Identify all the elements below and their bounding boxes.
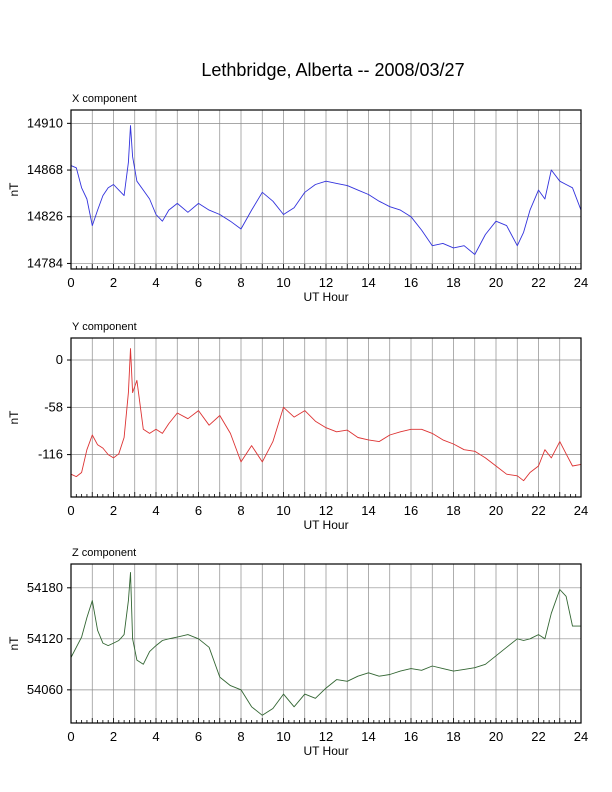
x-tick-label: 16 [404, 275, 418, 290]
x-tick-label: 16 [404, 729, 418, 744]
x-axis-label: UT Hour [303, 290, 348, 304]
x-tick-label: 20 [489, 275, 503, 290]
x-tick-label: 0 [67, 503, 74, 518]
y-tick-label: 0 [56, 352, 63, 367]
x-tick-label: 4 [152, 503, 159, 518]
y-tick-label: 54060 [27, 682, 63, 697]
panel-title: X component [72, 93, 137, 105]
x-tick-label: 2 [110, 729, 117, 744]
x-tick-label: 0 [67, 729, 74, 744]
y-tick-label: 14910 [27, 115, 63, 130]
x-tick-label: 20 [489, 503, 503, 518]
x-tick-label: 14 [361, 729, 375, 744]
x-tick-label: 10 [276, 503, 290, 518]
series-line [70, 125, 582, 255]
x-tick-label: 12 [319, 503, 333, 518]
x-tick-label: 18 [446, 503, 460, 518]
x-tick-label: 14 [361, 503, 375, 518]
x-tick-label: 2 [110, 503, 117, 518]
y-axis-label: nT [7, 636, 21, 651]
x-tick-label: 24 [574, 503, 588, 518]
x-tick-label: 18 [446, 729, 460, 744]
series-line [70, 572, 581, 716]
y-tick-label: 14868 [27, 162, 63, 177]
chart-title: Lethbridge, Alberta -- 2008/03/27 [201, 60, 464, 80]
panel-title: Y component [72, 321, 137, 333]
y-tick-label: 14826 [27, 209, 63, 224]
y-tick-label: -58 [44, 399, 63, 414]
y-axis-label: nT [7, 410, 21, 425]
x-axis-label: UT Hour [303, 518, 348, 532]
panel-title: Z component [72, 547, 136, 559]
x-tick-label: 10 [276, 729, 290, 744]
x-tick-label: 8 [237, 503, 244, 518]
y-tick-label: 14784 [27, 255, 63, 270]
x-tick-label: 6 [195, 275, 202, 290]
y-tick-label: 54180 [27, 580, 63, 595]
x-tick-label: 24 [574, 729, 588, 744]
x-tick-label: 12 [319, 275, 333, 290]
y-axis-label: nT [7, 182, 21, 197]
panel-1: 0 2 4 6 8 10 12 14 16 18 20 22 241478414826148681491… [7, 93, 588, 304]
x-tick-label: 24 [574, 275, 588, 290]
x-tick-label: 4 [152, 275, 159, 290]
x-tick-label: 0 [67, 275, 74, 290]
x-tick-label: 12 [319, 729, 333, 744]
x-tick-label: 18 [446, 275, 460, 290]
series-line [70, 348, 582, 482]
x-tick-label: 2 [110, 275, 117, 290]
x-tick-label: 22 [531, 503, 545, 518]
x-tick-label: 16 [404, 503, 418, 518]
x-tick-label: 8 [237, 729, 244, 744]
x-tick-label: 8 [237, 275, 244, 290]
x-tick-label: 4 [152, 729, 159, 744]
x-tick-label: 22 [531, 275, 545, 290]
x-tick-label: 20 [489, 729, 503, 744]
x-tick-label: 10 [276, 275, 290, 290]
y-tick-label: 54120 [27, 631, 63, 646]
x-tick-label: 6 [195, 729, 202, 744]
x-tick-label: 6 [195, 503, 202, 518]
y-tick-label: -116 [38, 447, 63, 462]
x-tick-label: 14 [361, 275, 375, 290]
x-axis-label: UT Hour [303, 744, 348, 758]
x-tick-label: 22 [531, 729, 545, 744]
